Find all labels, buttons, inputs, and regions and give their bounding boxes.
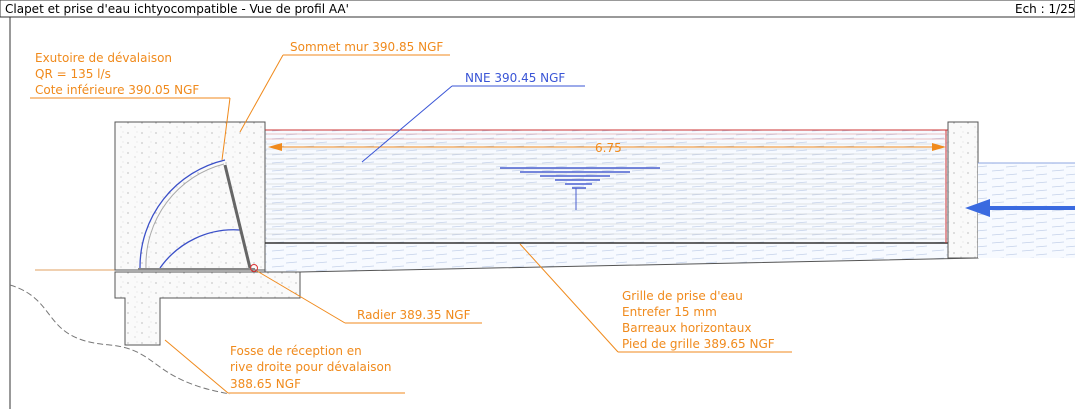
- nne-label: NNE 390.45 NGF: [465, 71, 565, 85]
- fosse-line: rive droite pour dévalaison: [230, 360, 391, 374]
- dimension-label: 6.75: [595, 141, 622, 155]
- page: Clapet et prise d'eau ichtyocompatible -…: [0, 0, 1075, 409]
- fosse-line: 388.65 NGF: [230, 377, 301, 391]
- header-title: Clapet et prise d'eau ichtyocompatible -…: [5, 2, 349, 16]
- radier-label: Radier 389.35 NGF: [357, 308, 471, 322]
- fosse-line: Fosse de réception en: [230, 344, 362, 358]
- grille-line: Entrefer 15 mm: [622, 305, 717, 319]
- grille-line: Grille de prise d'eau: [622, 289, 743, 303]
- exutoire-line: QR = 135 l/s: [35, 67, 111, 81]
- exutoire-line: Exutoire de dévalaison: [35, 51, 172, 65]
- exutoire-line: Cote inférieure 390.05 NGF: [35, 83, 199, 97]
- drawing: Clapet et prise d'eau ichtyocompatible -…: [0, 0, 1075, 409]
- grille-line: Pied de grille 389.65 NGF: [622, 337, 775, 351]
- grille-line: Barreaux horizontaux: [622, 321, 751, 335]
- sommet-label: Sommet mur 390.85 NGF: [290, 40, 443, 54]
- header-scale: Ech : 1/25: [1015, 2, 1075, 16]
